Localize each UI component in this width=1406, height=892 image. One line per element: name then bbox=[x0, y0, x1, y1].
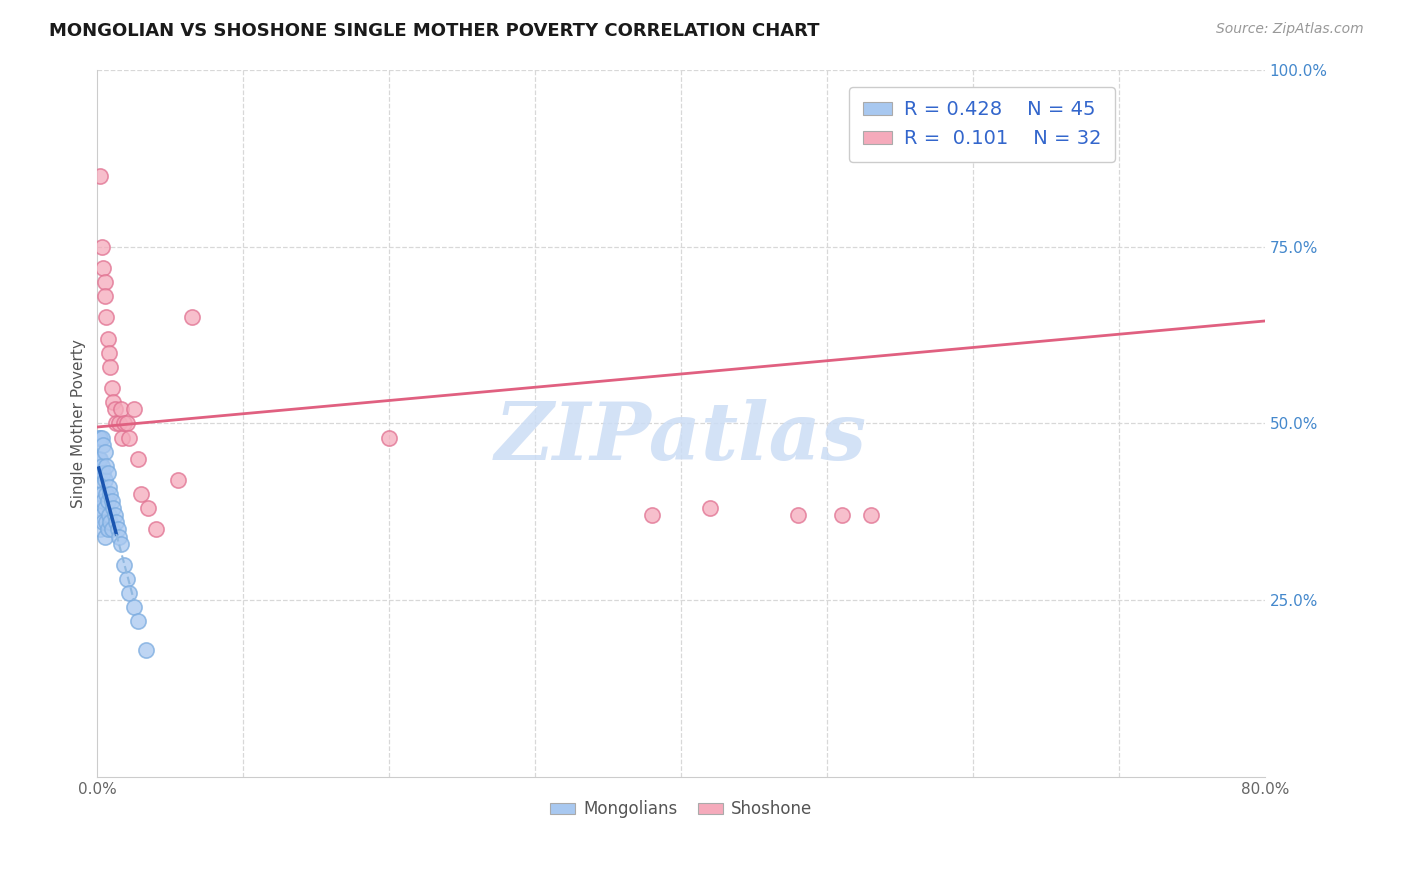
Point bbox=[93, 289, 115, 303]
Point bbox=[93, 275, 115, 289]
Point bbox=[90, 240, 112, 254]
Point bbox=[93, 444, 115, 458]
Point bbox=[786, 508, 808, 523]
Point bbox=[100, 359, 122, 374]
Point bbox=[89, 169, 111, 183]
Point bbox=[91, 466, 114, 480]
Point bbox=[101, 523, 124, 537]
Point bbox=[89, 501, 111, 516]
Point bbox=[97, 523, 120, 537]
Point bbox=[91, 438, 114, 452]
Point bbox=[97, 466, 120, 480]
Point bbox=[94, 516, 117, 530]
Point bbox=[166, 473, 188, 487]
Point bbox=[87, 466, 110, 480]
Point bbox=[859, 508, 882, 523]
Point bbox=[112, 558, 135, 572]
Point bbox=[181, 310, 204, 325]
Point bbox=[100, 516, 122, 530]
Point bbox=[90, 458, 112, 473]
Point bbox=[105, 417, 128, 431]
Text: MONGOLIAN VS SHOSHONE SINGLE MOTHER POVERTY CORRELATION CHART: MONGOLIAN VS SHOSHONE SINGLE MOTHER POVE… bbox=[49, 22, 820, 40]
Point bbox=[108, 417, 131, 431]
Point bbox=[91, 494, 114, 508]
Point bbox=[101, 494, 124, 508]
Point bbox=[101, 381, 124, 395]
Point bbox=[98, 480, 121, 494]
Text: ZIPatlas: ZIPatlas bbox=[495, 399, 868, 476]
Point bbox=[87, 451, 110, 466]
Point bbox=[89, 431, 111, 445]
Point bbox=[112, 417, 135, 431]
Point bbox=[122, 600, 145, 615]
Point bbox=[94, 310, 117, 325]
Point bbox=[93, 473, 115, 487]
Point bbox=[108, 530, 131, 544]
Point bbox=[110, 402, 132, 417]
Point bbox=[91, 260, 114, 275]
Point bbox=[129, 487, 152, 501]
Point bbox=[103, 501, 125, 516]
Point bbox=[89, 523, 111, 537]
Point bbox=[110, 536, 132, 550]
Point bbox=[118, 586, 141, 600]
Point bbox=[93, 501, 115, 516]
Point bbox=[699, 501, 721, 516]
Point bbox=[97, 332, 120, 346]
Point bbox=[89, 473, 111, 487]
Point bbox=[90, 431, 112, 445]
Point bbox=[93, 530, 115, 544]
Point bbox=[641, 508, 664, 523]
Point bbox=[90, 487, 112, 501]
Point bbox=[122, 402, 145, 417]
Point bbox=[94, 458, 117, 473]
Point bbox=[97, 494, 120, 508]
Legend: Mongolians, Shoshone: Mongolians, Shoshone bbox=[543, 794, 818, 825]
Point bbox=[138, 501, 160, 516]
Y-axis label: Single Mother Poverty: Single Mother Poverty bbox=[72, 339, 86, 508]
Point bbox=[89, 451, 111, 466]
Point bbox=[90, 508, 112, 523]
Point bbox=[98, 345, 121, 359]
Point bbox=[107, 523, 129, 537]
Point bbox=[91, 516, 114, 530]
Point bbox=[87, 431, 110, 445]
Point bbox=[104, 402, 127, 417]
Point bbox=[100, 487, 122, 501]
Point bbox=[134, 642, 156, 657]
Point bbox=[105, 516, 128, 530]
Point bbox=[115, 572, 138, 586]
Point bbox=[831, 508, 853, 523]
Point bbox=[111, 431, 134, 445]
Point bbox=[115, 417, 138, 431]
Point bbox=[127, 615, 149, 629]
Point bbox=[118, 431, 141, 445]
Text: Source: ZipAtlas.com: Source: ZipAtlas.com bbox=[1216, 22, 1364, 37]
Point bbox=[104, 508, 127, 523]
Point bbox=[98, 508, 121, 523]
Point bbox=[103, 395, 125, 409]
Point bbox=[127, 451, 149, 466]
Point bbox=[94, 487, 117, 501]
Point bbox=[145, 523, 167, 537]
Point bbox=[87, 487, 110, 501]
Point bbox=[378, 431, 401, 445]
